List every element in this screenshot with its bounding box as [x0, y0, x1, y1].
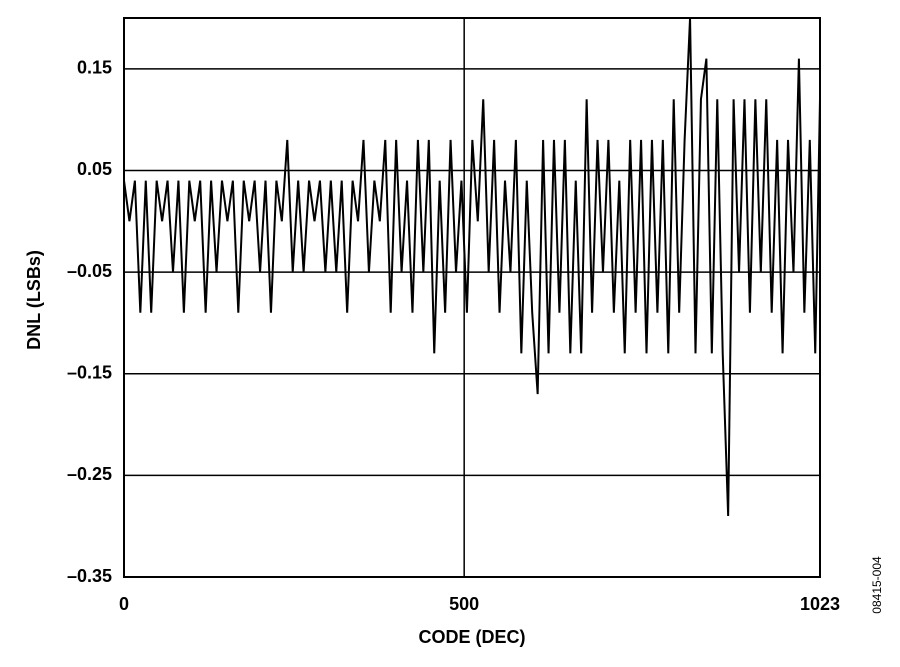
plot-frame — [123, 17, 821, 578]
y-axis-label: DNL (LSBs) — [24, 250, 44, 350]
x-tick-label: 0 — [119, 594, 129, 614]
y-tick-label: –0.15 — [67, 362, 112, 382]
x-axis-label: CODE (DEC) — [419, 627, 526, 647]
figure-id: 08415-004 — [870, 556, 884, 614]
y-tick-label: 0.15 — [77, 58, 112, 78]
data-line — [123, 17, 821, 517]
y-tick-label: –0.05 — [67, 261, 112, 281]
y-tick-label: –0.35 — [67, 566, 112, 586]
x-tick-label: 500 — [449, 594, 479, 614]
y-tick-label: –0.25 — [67, 464, 112, 484]
x-tick-label: 1023 — [800, 594, 840, 614]
y-tick-label: 0.05 — [77, 159, 112, 179]
